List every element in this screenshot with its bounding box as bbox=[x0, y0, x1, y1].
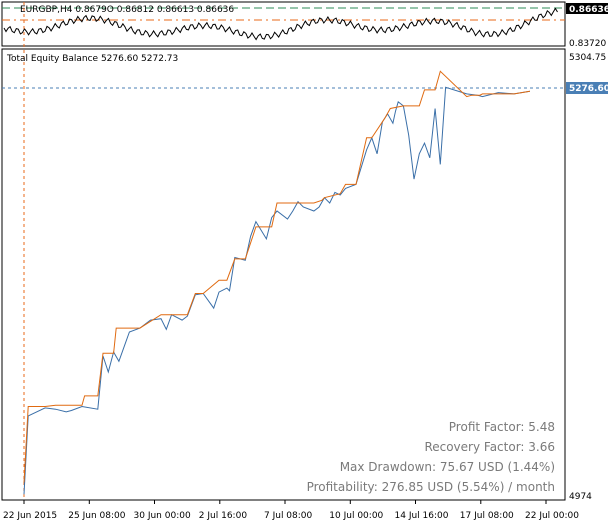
x-tick-label: 22 Jun 2015 bbox=[3, 511, 57, 521]
current-price-tag: 0.86636 bbox=[569, 5, 608, 15]
series-layer bbox=[23, 70, 530, 495]
y-bottom-label: 4974 bbox=[569, 492, 592, 502]
price-low-label: 0.83720 bbox=[569, 39, 606, 49]
price-panel-frame bbox=[1, 1, 566, 47]
equity-panel-title: Total Equity Balance 5276.60 5272.73 bbox=[6, 54, 178, 64]
symbol-line: EURGBP,H4 0.8679O 0.86812 0.86613 0.8663… bbox=[20, 5, 234, 15]
stat-profitability: Profitability: 276.85 USD (5.54%) / mont… bbox=[307, 480, 555, 494]
current-equity-tag-bg bbox=[566, 82, 608, 94]
x-tick-label: 30 Jun 00:00 bbox=[134, 511, 191, 521]
x-axis-labels: 22 Jun 2015 25 Jun 08:00 30 Jun 00:00 2 Jul… bbox=[3, 500, 579, 521]
stat-profit-factor: Profit Factor: 5.48 bbox=[449, 420, 555, 434]
x-tick-label: 22 Jul 00:00 bbox=[525, 511, 579, 521]
current-equity-tag: 5276.60 bbox=[569, 84, 608, 94]
current-price-tag-bg bbox=[566, 3, 608, 14]
series-line-balance bbox=[23, 70, 530, 483]
x-tick-label: 25 Jun 08:00 bbox=[68, 511, 125, 521]
series-line-equity bbox=[23, 86, 530, 495]
stat-recovery-factor: Recovery Factor: 3.66 bbox=[424, 440, 555, 454]
equity-panel-frame bbox=[1, 48, 566, 501]
x-tick-label: 2 Jul 16:00 bbox=[199, 511, 248, 521]
x-tick-label: 17 Jul 08:00 bbox=[460, 511, 514, 521]
y-top-label: 5304.75 bbox=[569, 53, 606, 63]
x-tick-label: 7 Jul 08:00 bbox=[264, 511, 313, 521]
price-bars bbox=[3, 7, 558, 41]
stat-max-drawdown: Max Drawdown: 75.67 USD (1.44%) bbox=[340, 460, 555, 474]
x-tick-label: 10 Jul 00:00 bbox=[329, 511, 383, 521]
x-tick-label: 14 Jul 16:00 bbox=[395, 511, 449, 521]
price-line bbox=[3, 7, 558, 41]
